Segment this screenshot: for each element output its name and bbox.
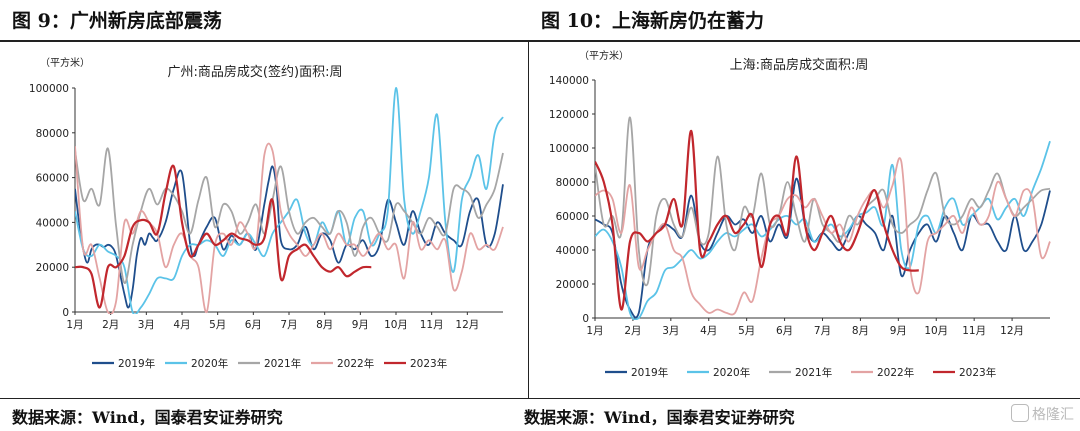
legend-label: 2021年 [795, 366, 832, 379]
y-tick-label: 100000 [549, 143, 589, 155]
chart-title: 上海:商品房成交面积:周 [730, 57, 869, 73]
x-tick-label: 11月 [420, 319, 444, 331]
x-tick-label: 1月 [66, 319, 83, 331]
x-tick-label: 4月 [173, 319, 190, 331]
x-tick-label: 8月 [316, 319, 333, 331]
y-tick-label: 80000 [36, 128, 69, 140]
legend-label: 2023年 [410, 357, 447, 370]
series-line-2022年 [595, 157, 1051, 316]
bottom-rule [0, 398, 1080, 399]
y-tick-label: 20000 [556, 279, 589, 291]
y-tick-label: 100000 [29, 83, 69, 95]
watermark-text: 格隆汇 [1032, 407, 1074, 423]
x-tick-label: 11月 [962, 325, 986, 337]
y-tick-label: 20000 [36, 262, 69, 274]
x-tick-label: 3月 [662, 325, 679, 337]
x-tick-label: 12月 [1000, 325, 1024, 337]
figure-title-left: 图 9：广州新房底部震荡 [12, 10, 222, 32]
x-tick-label: 7月 [814, 325, 831, 337]
shanghai-chart: 0 20000 40000 60000 80000 100000 120000 140000 1… [549, 49, 1051, 379]
legend-label: 2023年 [959, 366, 996, 379]
y-tick-label: 60000 [556, 211, 589, 223]
y-tick-label: 80000 [556, 177, 589, 189]
series-line-2023年 [75, 164, 372, 309]
source-note-right: 数据来源：Wind，国泰君安证券研究 [524, 408, 795, 427]
x-tick-label: 1月 [586, 325, 603, 337]
x-tick-label: 8月 [852, 325, 869, 337]
y-axis-unit-label: （平方米） [40, 56, 90, 69]
x-tick-label: 7月 [280, 319, 297, 331]
y-tick-label: 0 [582, 313, 589, 325]
top-rule [0, 40, 1080, 42]
x-tick-label: 6月 [245, 319, 262, 331]
series-line-2022年 [75, 142, 504, 314]
series-line-2021年 [595, 116, 1051, 287]
legend-label: 2021年 [264, 357, 301, 370]
source-note-left: 数据来源：Wind，国泰君安证券研究 [12, 408, 283, 427]
y-axis-unit-label: （平方米） [579, 49, 629, 62]
legend-label: 2020年 [191, 357, 228, 370]
y-tick-label: 60000 [36, 173, 69, 185]
y-tick-label: 120000 [549, 109, 589, 121]
legend-label: 2019年 [118, 357, 155, 370]
watermark-logo-icon [1011, 404, 1029, 422]
x-tick-label: 3月 [138, 319, 155, 331]
x-tick-label: 6月 [776, 325, 793, 337]
x-tick-label: 2月 [624, 325, 641, 337]
y-tick-label: 40000 [36, 217, 69, 229]
x-tick-label: 2月 [102, 319, 119, 331]
x-tick-label: 10月 [924, 325, 948, 337]
y-tick-label: 40000 [556, 245, 589, 257]
legend-label: 2022年 [877, 366, 914, 379]
x-tick-label: 4月 [700, 325, 717, 337]
guangzhou-chart: 0 20000 40000 60000 80000 100000 1月 2月 3月 4月 5月 6月 7… [29, 56, 504, 370]
y-tick-label: 0 [62, 307, 69, 319]
x-tick-label: 12月 [455, 319, 479, 331]
x-tick-label: 9月 [352, 319, 369, 331]
x-tick-label: 10月 [384, 319, 408, 331]
legend-label: 2020年 [713, 366, 750, 379]
column-divider [528, 42, 529, 398]
x-tick-label: 5月 [738, 325, 755, 337]
series-line-2019年 [75, 165, 504, 309]
x-tick-label: 5月 [209, 319, 226, 331]
legend-label: 2022年 [337, 357, 374, 370]
chart-title: 广州:商品房成交(签约)面积:周 [168, 64, 343, 80]
figure-title-right: 图 10：上海新房仍在蓄力 [541, 10, 765, 32]
x-tick-label: 9月 [890, 325, 907, 337]
watermark: 格隆汇 [1011, 404, 1074, 424]
series-line-2020年 [75, 87, 504, 314]
series-line-2023年 [595, 129, 919, 311]
legend-label: 2019年 [631, 366, 668, 379]
series-line-2021年 [75, 147, 504, 284]
y-tick-label: 140000 [549, 75, 589, 87]
